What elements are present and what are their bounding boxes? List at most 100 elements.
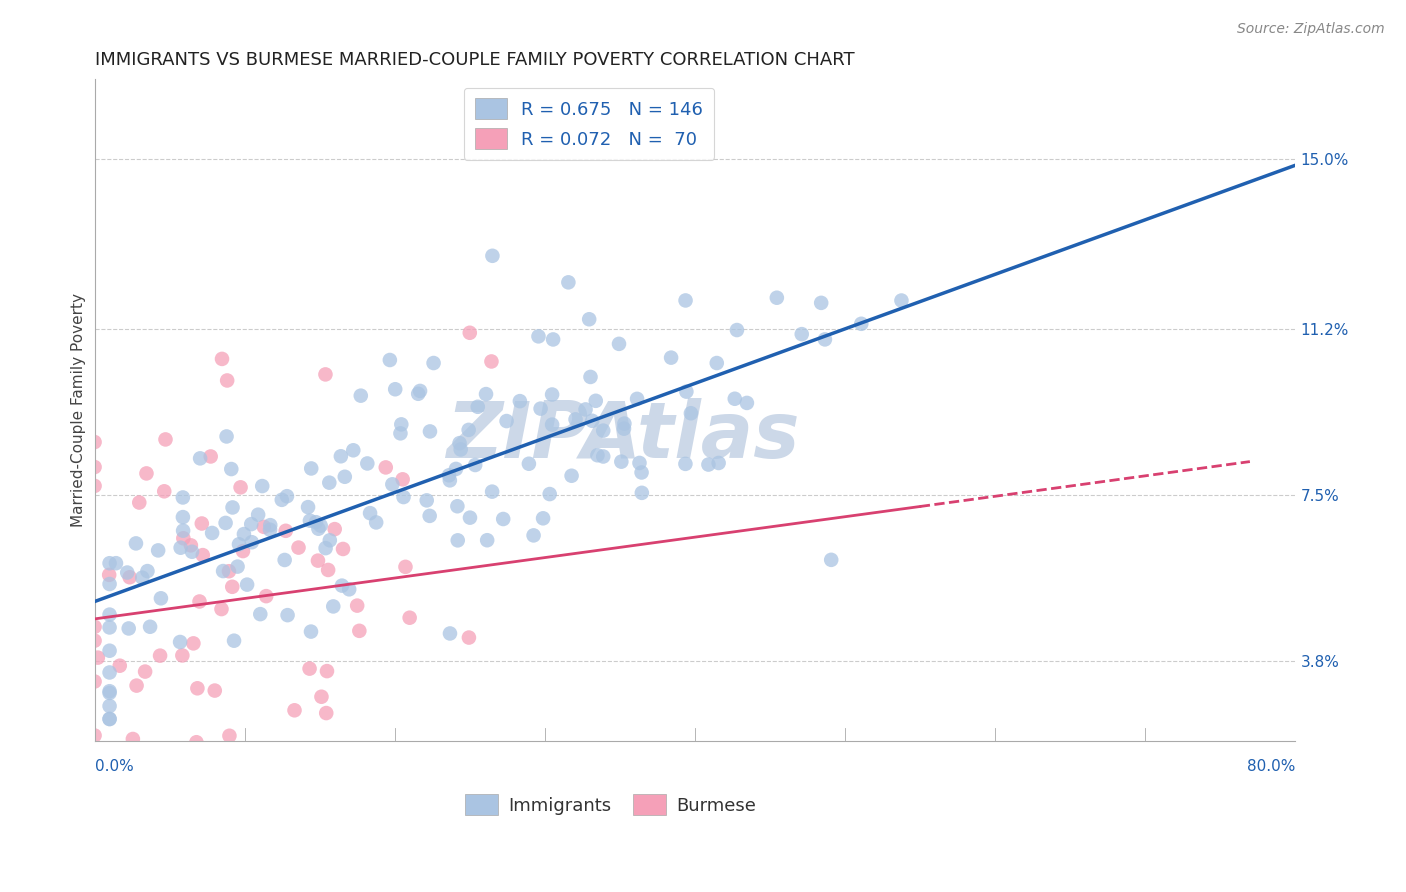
Point — [125, 536, 148, 550]
Point — [194, 756, 217, 771]
Point — [232, 527, 254, 541]
Point — [98, 567, 121, 582]
Point — [446, 500, 468, 514]
Point — [98, 577, 121, 591]
Point — [146, 543, 169, 558]
Point — [121, 731, 143, 746]
Point — [128, 495, 150, 509]
Point — [581, 414, 603, 428]
Point — [222, 633, 245, 648]
Point — [319, 533, 342, 548]
Point — [83, 479, 105, 493]
Point — [346, 599, 368, 613]
Point — [112, 756, 135, 771]
Point — [492, 512, 515, 526]
Point — [83, 460, 105, 475]
Point — [450, 442, 472, 457]
Point — [419, 425, 441, 439]
Point — [706, 356, 728, 370]
Point — [890, 293, 912, 308]
Point — [378, 353, 401, 368]
Point — [475, 387, 498, 401]
Point — [211, 602, 233, 616]
Point — [318, 475, 340, 490]
Point — [679, 406, 702, 420]
Point — [98, 712, 121, 726]
Point — [675, 384, 697, 399]
Point — [735, 396, 758, 410]
Point — [98, 665, 121, 680]
Point — [274, 524, 297, 538]
Point — [517, 457, 540, 471]
Point — [541, 333, 564, 347]
Point — [186, 735, 208, 749]
Point — [464, 458, 486, 472]
Point — [134, 665, 156, 679]
Point — [250, 756, 273, 771]
Point — [186, 681, 208, 696]
Point — [329, 450, 352, 464]
Text: IMMIGRANTS VS BURMESE MARRIED-COUPLE FAMILY POVERTY CORRELATION CHART: IMMIGRANTS VS BURMESE MARRIED-COUPLE FAM… — [94, 51, 855, 69]
Point — [592, 450, 614, 464]
Point — [283, 703, 305, 717]
Point — [221, 500, 243, 515]
Point — [297, 500, 319, 515]
Point — [527, 329, 550, 343]
Point — [422, 356, 444, 370]
Point — [117, 566, 139, 580]
Point — [240, 517, 263, 532]
Point — [444, 462, 467, 476]
Point — [541, 387, 564, 401]
Legend: Immigrants, Burmese: Immigrants, Burmese — [458, 787, 763, 822]
Point — [790, 327, 813, 342]
Point — [628, 456, 651, 470]
Point — [440, 756, 463, 771]
Point — [475, 533, 498, 548]
Point — [305, 515, 328, 529]
Point — [458, 510, 481, 524]
Point — [201, 526, 224, 541]
Point — [204, 683, 226, 698]
Point — [98, 607, 121, 622]
Point — [315, 541, 337, 556]
Point — [188, 594, 211, 608]
Point — [574, 402, 596, 417]
Point — [149, 648, 172, 663]
Point — [610, 455, 633, 469]
Point — [659, 351, 682, 365]
Point — [389, 426, 412, 441]
Point — [481, 249, 503, 263]
Point — [332, 541, 354, 556]
Point — [392, 490, 415, 504]
Point — [307, 553, 329, 567]
Point — [457, 423, 479, 437]
Point — [98, 686, 121, 700]
Point — [83, 620, 105, 634]
Point — [183, 636, 205, 650]
Point — [211, 351, 233, 366]
Point — [98, 620, 121, 634]
Point — [169, 635, 191, 649]
Point — [409, 384, 432, 398]
Point — [851, 317, 873, 331]
Point — [236, 577, 259, 591]
Text: 80.0%: 80.0% — [1247, 759, 1295, 774]
Point — [172, 531, 194, 545]
Point — [557, 276, 579, 290]
Point — [243, 756, 266, 771]
Point — [98, 644, 121, 658]
Point — [181, 545, 204, 559]
Point — [366, 516, 388, 530]
Point — [394, 559, 416, 574]
Point — [299, 461, 322, 475]
Point — [125, 679, 148, 693]
Point — [541, 417, 564, 432]
Point — [155, 433, 177, 447]
Point — [226, 754, 249, 768]
Point — [766, 291, 789, 305]
Point — [254, 589, 277, 603]
Point — [579, 370, 602, 384]
Point — [98, 712, 121, 726]
Point — [316, 664, 339, 678]
Point — [673, 457, 696, 471]
